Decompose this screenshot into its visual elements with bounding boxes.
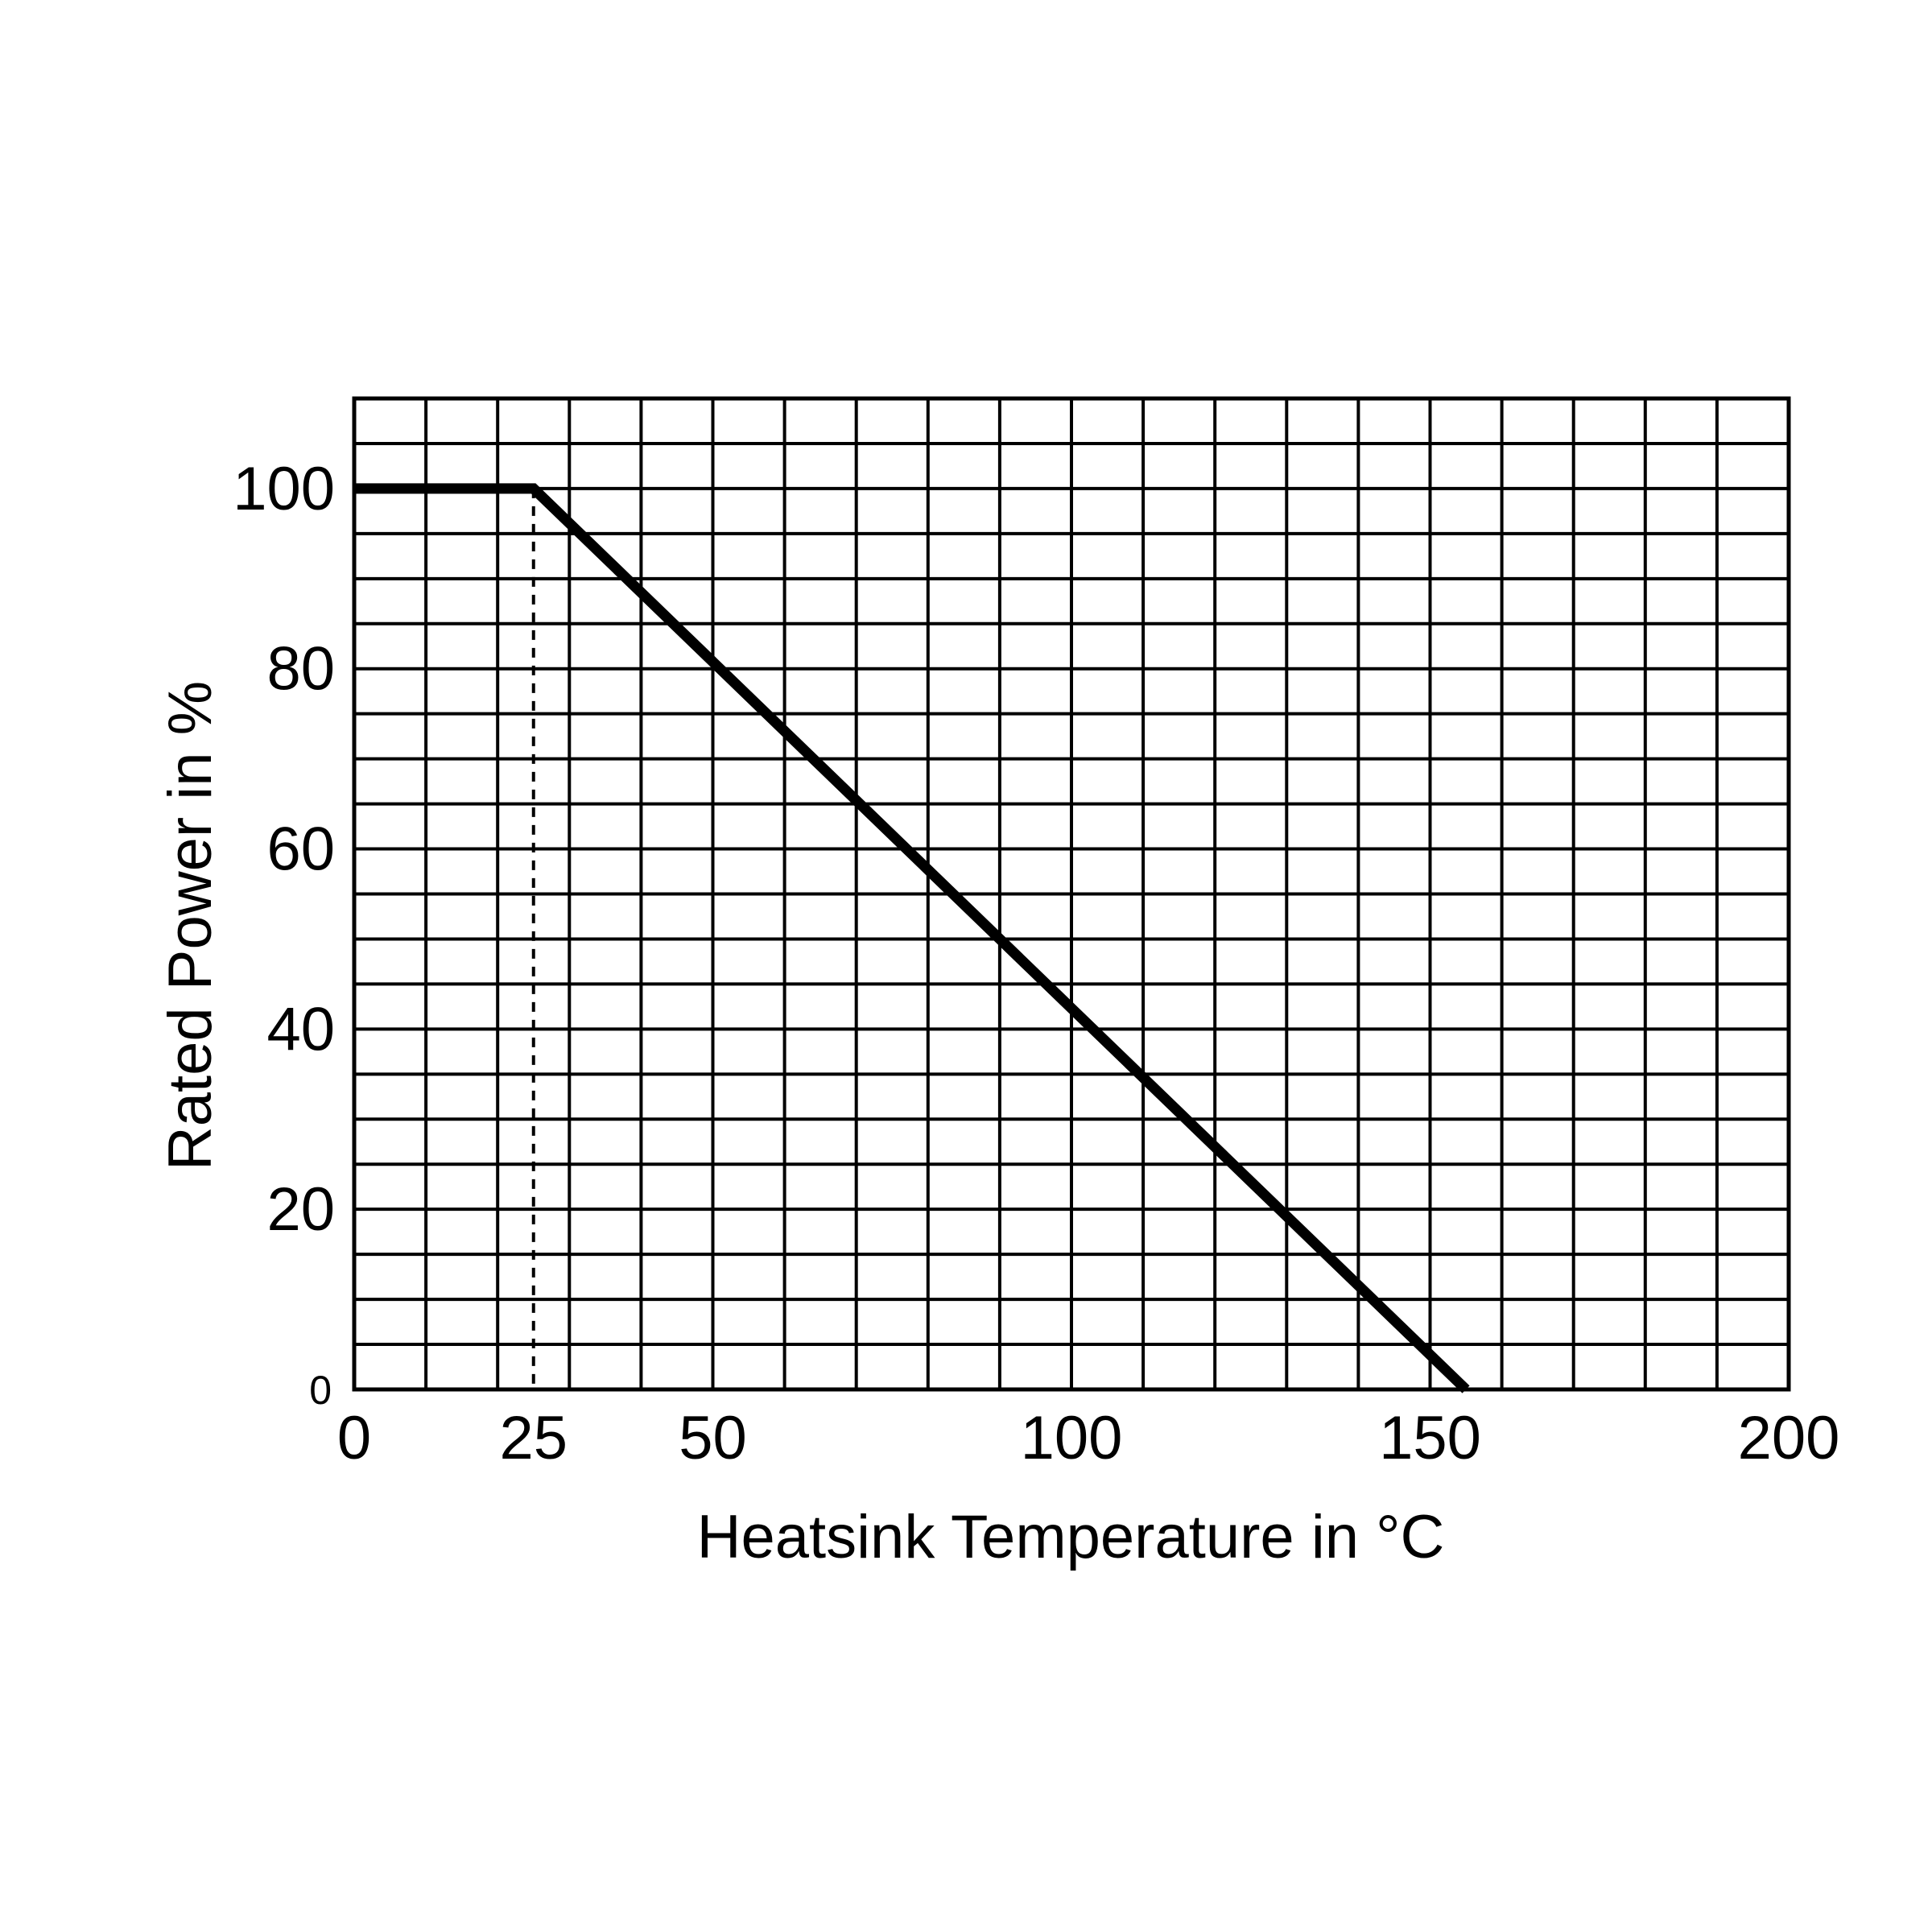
x-tick-label: 25: [499, 1404, 568, 1472]
x-axis-title: Heatsink Temperature in °C: [697, 1503, 1445, 1571]
y-tick-label: 40: [266, 995, 335, 1063]
series-group: [354, 483, 1470, 1393]
y-tick-label: 60: [266, 815, 335, 884]
x-tick-label: 100: [1021, 1404, 1123, 1472]
series-line-0: [354, 483, 1470, 1393]
y-axis-title: Rated Power in %: [156, 681, 225, 1170]
plot-frame: [352, 396, 1791, 1392]
x-tick-label: 50: [679, 1404, 747, 1472]
y-tick-label: 80: [266, 635, 335, 704]
x-tick-label: 150: [1379, 1404, 1481, 1472]
y-tick-label: 0: [309, 1368, 332, 1413]
y-tick-label: 100: [233, 455, 335, 523]
x-tick-labels: 0 25 50 100 150 200: [337, 1404, 1840, 1472]
grid: [354, 398, 1789, 1389]
y-tick-labels: 0 20 40 60 80 100: [233, 455, 335, 1413]
x-tick-label: 0: [337, 1404, 371, 1472]
y-tick-label: 20: [266, 1175, 335, 1244]
x-tick-label: 200: [1738, 1404, 1840, 1472]
